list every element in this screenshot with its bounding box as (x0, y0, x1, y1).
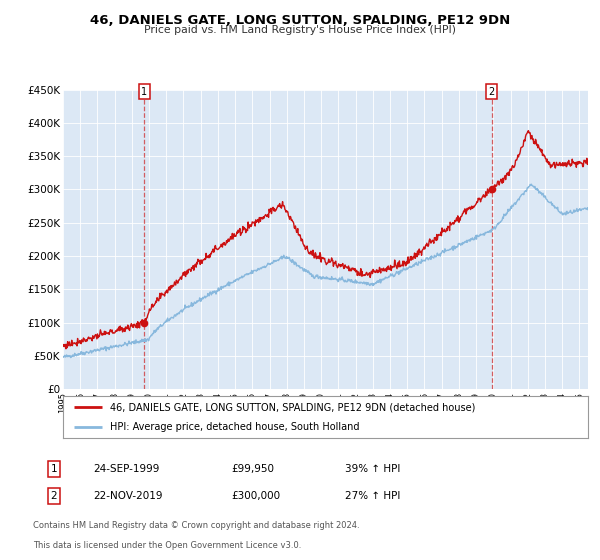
Text: 2: 2 (50, 491, 58, 501)
Text: Price paid vs. HM Land Registry's House Price Index (HPI): Price paid vs. HM Land Registry's House … (144, 25, 456, 35)
Text: £99,950: £99,950 (231, 464, 274, 474)
Text: 2: 2 (488, 87, 495, 96)
Text: 46, DANIELS GATE, LONG SUTTON, SPALDING, PE12 9DN (detached house): 46, DANIELS GATE, LONG SUTTON, SPALDING,… (110, 402, 476, 412)
Text: HPI: Average price, detached house, South Holland: HPI: Average price, detached house, Sout… (110, 422, 360, 432)
Text: 24-SEP-1999: 24-SEP-1999 (93, 464, 160, 474)
Text: 39% ↑ HPI: 39% ↑ HPI (345, 464, 400, 474)
Text: This data is licensed under the Open Government Licence v3.0.: This data is licensed under the Open Gov… (33, 541, 301, 550)
Text: 22-NOV-2019: 22-NOV-2019 (93, 491, 163, 501)
Text: Contains HM Land Registry data © Crown copyright and database right 2024.: Contains HM Land Registry data © Crown c… (33, 521, 359, 530)
Text: 1: 1 (142, 87, 148, 96)
Text: £300,000: £300,000 (231, 491, 280, 501)
Text: 27% ↑ HPI: 27% ↑ HPI (345, 491, 400, 501)
Text: 46, DANIELS GATE, LONG SUTTON, SPALDING, PE12 9DN: 46, DANIELS GATE, LONG SUTTON, SPALDING,… (90, 14, 510, 27)
Text: 1: 1 (50, 464, 58, 474)
